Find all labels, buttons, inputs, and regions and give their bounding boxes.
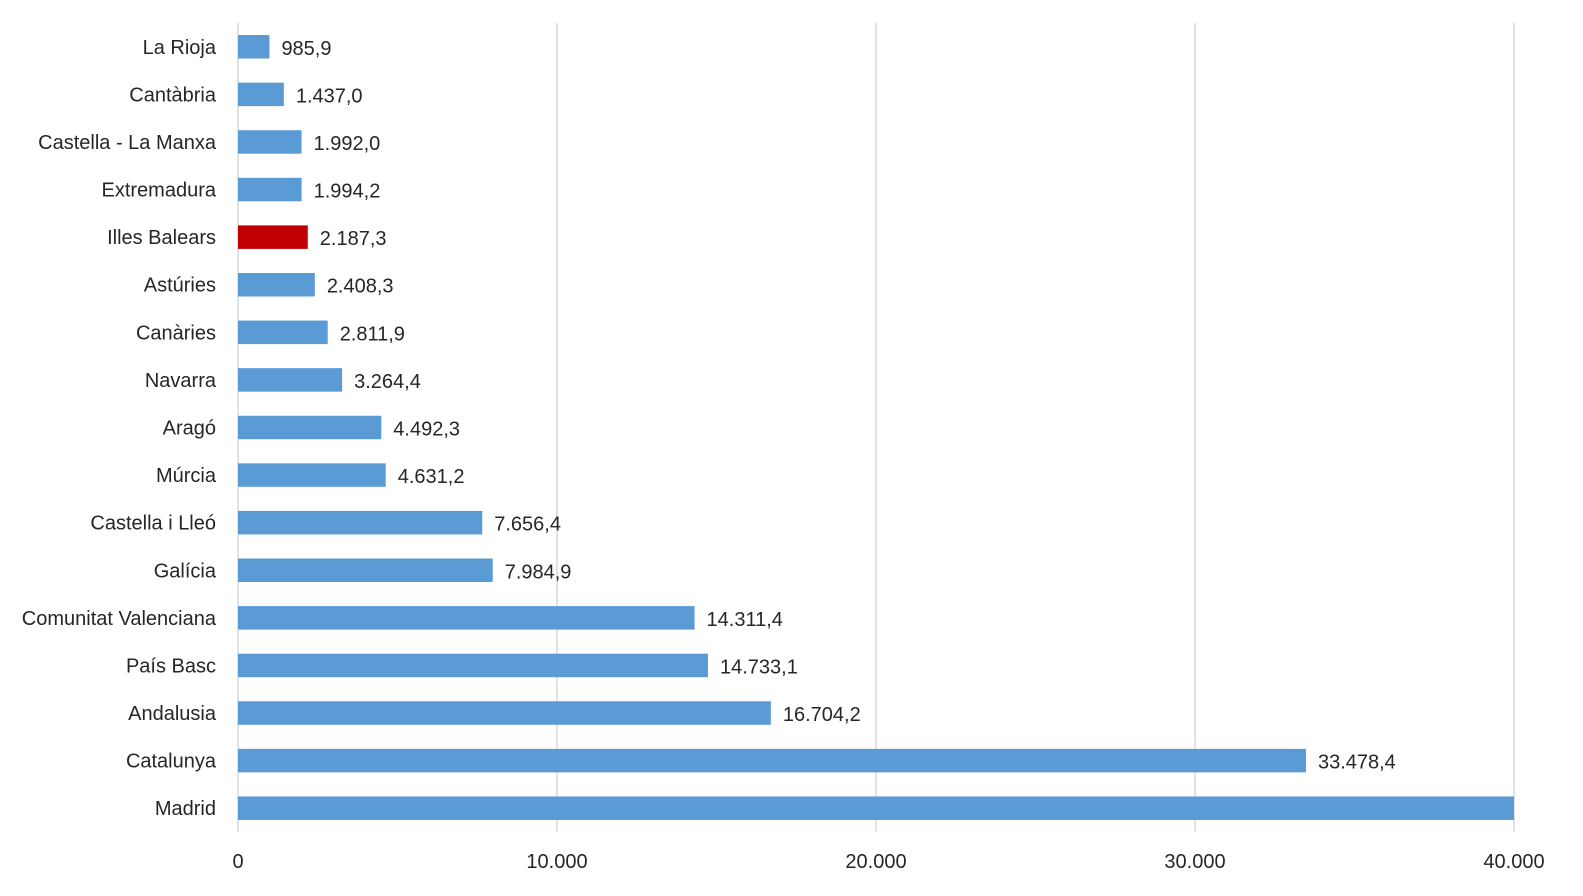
category-label: Illes Balears: [107, 227, 216, 249]
category-labels: La Rioja Cantàbria Castella - La Manxa Extr…: [22, 37, 217, 820]
category-label: Cantàbria: [129, 84, 217, 106]
data-label: 16.704,2: [783, 704, 861, 726]
category-label: Castella - La Manxa: [38, 132, 217, 154]
data-label: 7.656,4: [494, 514, 561, 536]
x-tick-label: 0: [232, 851, 243, 873]
data-label: 1.437,0: [296, 85, 363, 107]
bar: [238, 82, 284, 107]
data-label: 2.187,3: [320, 228, 387, 250]
bar: [238, 415, 382, 440]
x-tick-label: 10.000: [526, 851, 587, 873]
bar: [238, 35, 270, 59]
bar: [238, 748, 1306, 773]
bar: [238, 320, 328, 345]
bar: [238, 653, 708, 678]
data-label: 7.984,9: [505, 561, 572, 583]
category-label: La Rioja: [143, 37, 217, 59]
bar: [238, 510, 483, 535]
category-label: Navarra: [145, 370, 217, 392]
data-label: 14.311,4: [707, 609, 783, 631]
category-label: Extremadura: [102, 180, 217, 202]
bar: [238, 272, 315, 297]
bar: [238, 796, 1514, 820]
data-label: 4.631,2: [398, 466, 465, 488]
category-label: Aragó: [163, 418, 216, 440]
bar: [238, 701, 771, 725]
data-label: 4.492,3: [393, 419, 460, 441]
data-label: 33.478,4: [1318, 752, 1396, 774]
data-label: 1.992,0: [314, 133, 381, 155]
bar: [238, 130, 302, 154]
data-label: 2.408,3: [327, 276, 394, 298]
data-label: 14.733,1: [720, 656, 798, 678]
category-label: Galícia: [154, 560, 217, 582]
data-label: 2.811,9: [340, 323, 405, 345]
category-label: Castella i Lleó: [90, 513, 216, 535]
category-label: Madrid: [155, 798, 216, 820]
x-tick-label: 30.000: [1164, 851, 1225, 873]
category-label: Canàries: [136, 322, 216, 344]
category-label: Astúries: [144, 275, 216, 297]
data-label: 1.994,2: [314, 181, 381, 203]
bar: [238, 463, 386, 487]
bar: [238, 177, 302, 202]
x-tick-label: 20.000: [845, 851, 906, 873]
x-tick-label: 40.000: [1483, 851, 1544, 873]
bars: [238, 35, 1514, 820]
category-label: Catalunya: [126, 751, 217, 773]
category-label: País Basc: [126, 655, 216, 677]
value-labels: 985,9 1.437,0 1.992,0 1.994,2 2.187,3 2.408,3…: [281, 38, 1395, 774]
category-label: Comunitat Valenciana: [22, 608, 217, 630]
bar: [238, 368, 343, 392]
data-label: 985,9: [281, 38, 331, 60]
bar: [238, 606, 695, 630]
data-label: 3.264,4: [354, 371, 421, 393]
gridlines: [237, 23, 1515, 832]
bar: [238, 225, 308, 249]
category-label: Andalusia: [128, 703, 217, 725]
category-label: Múrcia: [156, 465, 217, 487]
x-axis-tick-labels: 0 10.000 20.000 30.000 40.000: [232, 851, 1544, 873]
bar: [238, 558, 493, 583]
